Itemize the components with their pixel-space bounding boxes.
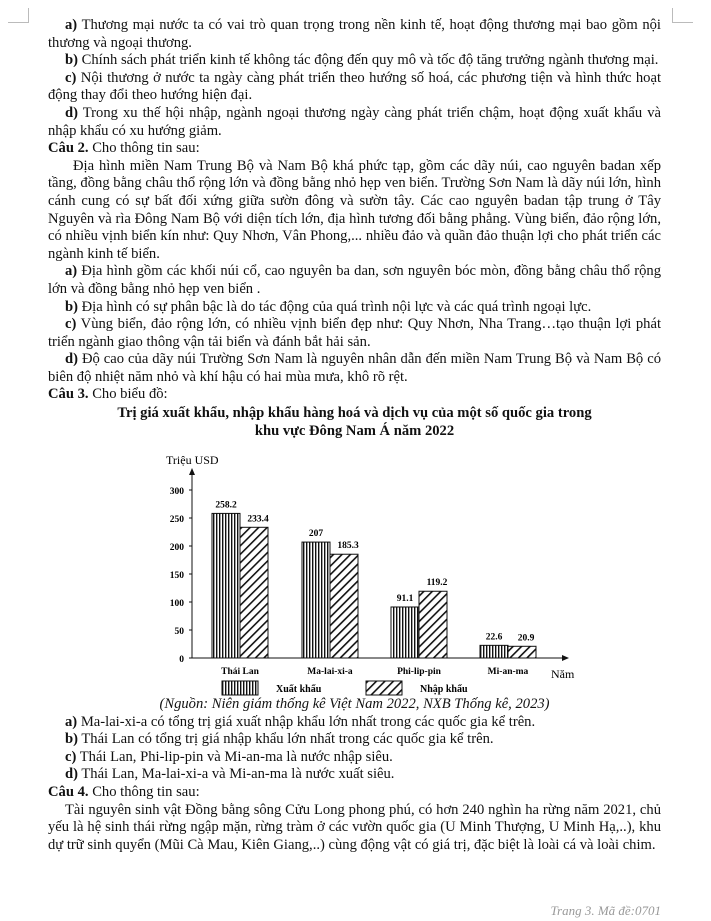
chart-svg: Triệu USD 0 50 100 150 200 250 300 258.2 233.4 Thá…: [166, 453, 575, 696]
bar-import: [507, 645, 537, 659]
data-label: 185.3: [337, 541, 359, 551]
question-4-passage: Tài nguyên sinh vật Đồng bằng sông Cửu L…: [48, 801, 661, 853]
question-prompt: Cho biểu đồ:: [88, 386, 168, 403]
question-1-options: a) Thương mại nước ta có vai trò quan tr…: [48, 17, 661, 140]
question-3-options: a) Ma-lai-xi-a có tổng trị giá xuất nhập…: [48, 714, 661, 784]
data-label: 91.1: [397, 594, 414, 604]
bar-export: [301, 541, 331, 659]
data-label: 22.6: [486, 632, 503, 642]
question-2-passage: Địa hình miền Nam Trung Bộ và Nam Bộ khá…: [48, 157, 661, 262]
question-2-options: a) Địa hình gồm các khối núi cổ, cao ngu…: [48, 263, 661, 386]
question-4-heading: Câu 4. Cho thông tin sau:: [48, 784, 661, 802]
data-label: 20.9: [518, 633, 535, 643]
bar-chart: Triệu USD 0 50 100 150 200 250 300 258.2 233.4 Thá…: [48, 440, 661, 696]
option-text: Thái Lan có tổng trị giá nhập khẩu lớn n…: [77, 731, 494, 748]
x-tick-label: Ma-lai-xi-a: [307, 667, 353, 677]
x-tick-label: Phi-lip-pin: [397, 667, 442, 677]
option-label: d): [65, 351, 78, 368]
page-footer: Trang 3. Mã đề:0701: [550, 903, 662, 918]
legend-label-export: Xuất khẩu: [276, 684, 322, 695]
bar-export: [211, 512, 241, 659]
question-prompt: Cho thông tin sau:: [88, 140, 200, 157]
option-label: c): [65, 69, 77, 86]
option-text: Thái Lan, Phi-lip-pin và Mi-an-ma là nướ…: [76, 748, 393, 765]
answer-option: c) Thái Lan, Phi-lip-pin và Mi-an-ma là …: [48, 749, 661, 767]
legend-label-import: Nhập khẩu: [420, 684, 468, 695]
option-label: a): [65, 17, 78, 33]
option-label: d): [65, 104, 78, 121]
answer-option: a) Ma-lai-xi-a có tổng trị giá xuất nhập…: [48, 714, 661, 732]
answer-option: c) Vùng biển, đảo rộng lớn, có nhiều vịn…: [48, 316, 661, 351]
option-text: Chính sách phát triển kinh tế không tác …: [77, 52, 659, 69]
chart-title: Trị giá xuất khẩu, nhập khẩu hàng hoá và…: [48, 404, 661, 440]
option-text: Độ cao của dãy núi Trường Sơn Nam là ngu…: [48, 351, 661, 385]
legend-swatch-import: [365, 680, 403, 696]
option-label: b): [65, 298, 78, 315]
question-label: Câu 2.: [48, 140, 89, 157]
y-tick-label: 100: [170, 599, 185, 609]
y-tick-label: 250: [170, 515, 185, 525]
option-text: Vùng biển, đảo rộng lớn, có nhiều vịnh b…: [48, 316, 661, 350]
y-tick-label: 150: [170, 571, 185, 581]
option-label: d): [65, 766, 78, 783]
option-text: Ma-lai-xi-a có tổng trị giá xuất nhập kh…: [77, 713, 536, 730]
page-content: a) Thương mại nước ta có vai trò quan tr…: [48, 17, 661, 854]
legend-swatch-export: [221, 680, 259, 696]
question-label: Câu 4.: [48, 784, 89, 801]
bar-import: [418, 590, 448, 659]
chart-title-line: khu vực Đông Nam Á năm 2022: [254, 423, 455, 440]
option-text: Trong xu thế hội nhập, ngành ngoại thươn…: [48, 104, 661, 139]
option-label: b): [65, 52, 78, 69]
option-text: Thái Lan, Ma-lai-xi-a và Mi-an-ma là nướ…: [77, 766, 395, 783]
y-tick-label: 50: [175, 627, 185, 637]
option-label: c): [65, 748, 77, 765]
question-2-heading: Câu 2. Cho thông tin sau:: [48, 140, 661, 158]
page-corner-mark-right: [672, 8, 693, 23]
question-3-heading: Câu 3. Cho biểu đồ:: [48, 386, 661, 404]
y-axis-title: Triệu USD: [166, 453, 219, 467]
answer-option: b) Chính sách phát triển kinh tế không t…: [48, 52, 661, 70]
answer-option: d) Độ cao của dãy núi Trường Sơn Nam là …: [48, 351, 661, 386]
question-label: Câu 3.: [48, 386, 89, 403]
chart-source: (Nguồn: Niên giám thống kê Việt Nam 2022…: [159, 696, 550, 713]
answer-option: b) Địa hình có sự phân bậc là do tác độn…: [48, 299, 661, 317]
bar-export: [479, 644, 509, 659]
option-label: a): [65, 713, 78, 730]
data-label: 258.2: [215, 500, 237, 510]
x-axis-title: Năm: [551, 667, 575, 681]
answer-option: c) Nội thương ở nước ta ngày càng phát t…: [48, 70, 661, 105]
x-tick-label: Thái Lan: [221, 667, 259, 677]
y-tick-label: 0: [179, 655, 184, 665]
data-label: 119.2: [427, 578, 448, 588]
x-tick-label: Mi-an-ma: [488, 667, 529, 677]
answer-option: d) Thái Lan, Ma-lai-xi-a và Mi-an-ma là …: [48, 766, 661, 784]
answer-option: a) Địa hình gồm các khối núi cổ, cao ngu…: [48, 263, 661, 298]
option-label: b): [65, 731, 78, 748]
bar-import: [329, 553, 359, 659]
option-text: Thương mại nước ta có vai trò quan trọng…: [48, 17, 661, 51]
option-text: Địa hình có sự phân bậc là do tác động c…: [77, 298, 592, 315]
option-text: Địa hình gồm các khối núi cổ, cao nguyên…: [48, 263, 661, 297]
data-label: 233.4: [247, 514, 269, 524]
option-text: Nội thương ở nước ta ngày càng phát triể…: [48, 69, 661, 104]
bar-export: [390, 606, 420, 659]
question-prompt: Cho thông tin sau:: [88, 784, 200, 801]
option-label: a): [65, 263, 78, 280]
answer-option: a) Thương mại nước ta có vai trò quan tr…: [48, 17, 661, 52]
x-axis-arrow: [562, 655, 569, 662]
page-corner-mark-left: [8, 8, 29, 23]
data-label: 207: [309, 529, 324, 539]
y-tick-label: 300: [170, 487, 185, 497]
option-label: c): [65, 316, 77, 333]
answer-option: b) Thái Lan có tổng trị giá nhập khẩu lớ…: [48, 731, 661, 749]
y-axis-arrow: [189, 468, 195, 476]
bar-import: [239, 526, 269, 659]
y-tick-label: 200: [170, 543, 185, 553]
answer-option: d) Trong xu thế hội nhập, ngành ngoại th…: [48, 105, 661, 140]
chart-title-line: Trị giá xuất khẩu, nhập khẩu hàng hoá và…: [117, 405, 592, 422]
